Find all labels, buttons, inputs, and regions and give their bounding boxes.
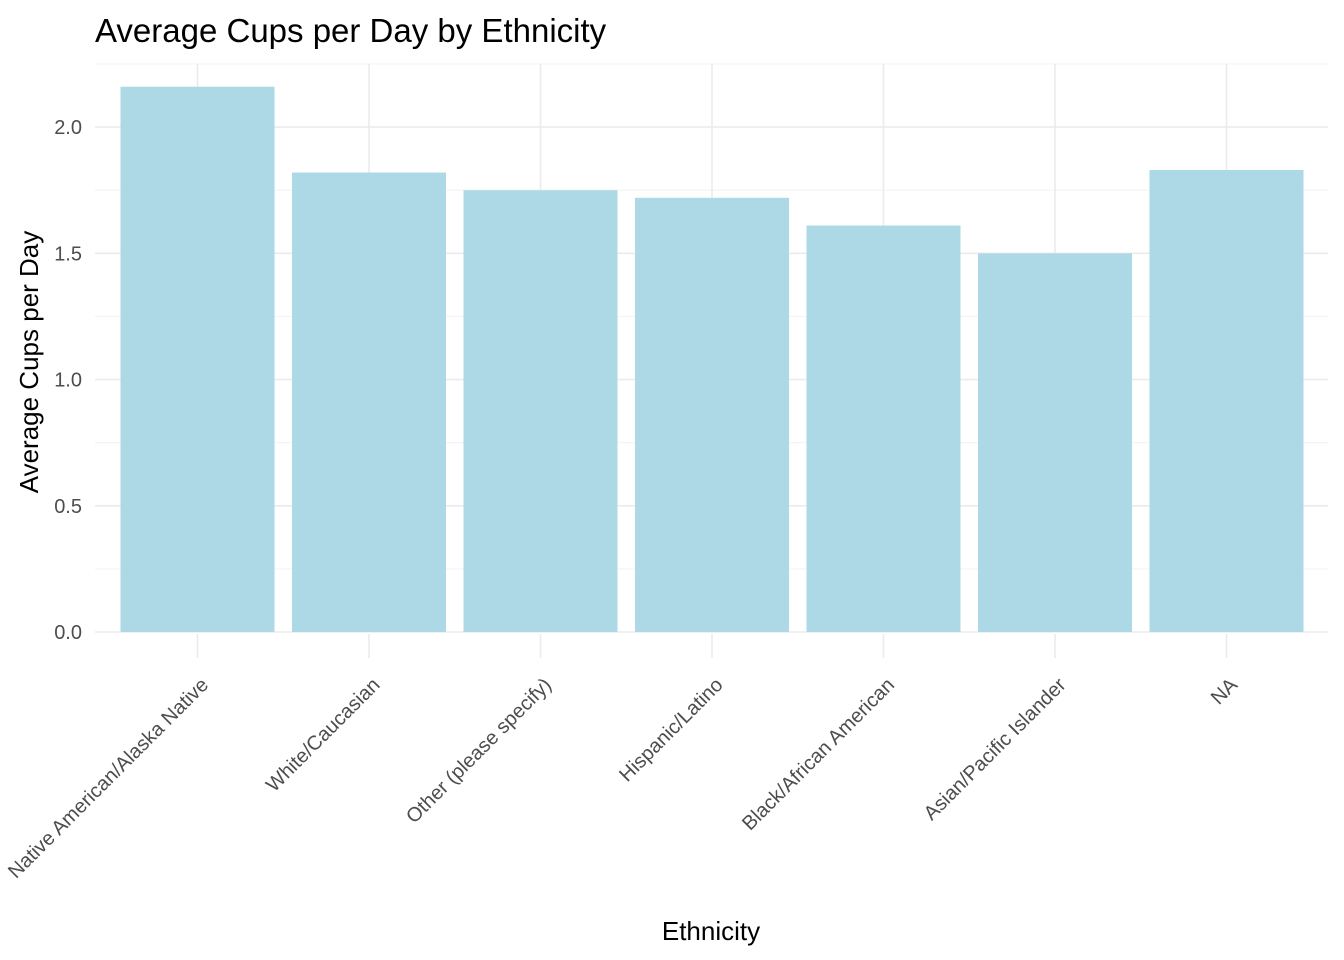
y-tick-label: 1.0 <box>54 370 82 392</box>
x-tick-label: White/Caucasian <box>262 674 384 796</box>
y-axis-ticks: 0.0 0.5 1.0 1.5 2.0 <box>54 117 82 644</box>
y-tick-label: 1.5 <box>54 243 82 265</box>
x-tick-label: NA <box>1207 674 1243 710</box>
x-tick-label: Black/African American <box>738 674 899 835</box>
bar <box>120 86 275 633</box>
bar <box>292 172 446 632</box>
bar <box>806 225 961 632</box>
bars <box>120 86 1304 633</box>
y-axis-title: Average Cups per Day <box>14 231 44 494</box>
x-tick-label: Hispanic/Latino <box>615 674 727 786</box>
bar <box>978 253 1132 633</box>
bar <box>635 197 789 632</box>
chart-title: Average Cups per Day by Ethnicity <box>95 12 607 49</box>
x-axis-ticks: Native American/Alaska Native White/Cauca… <box>4 634 1242 883</box>
x-tick-label: Other (please specify) <box>402 674 556 828</box>
x-tick-label: Asian/Pacific Islander <box>920 674 1071 825</box>
y-tick-label: 0.5 <box>54 496 82 518</box>
x-axis-title: Ethnicity <box>662 916 760 946</box>
bar <box>1149 170 1304 632</box>
y-tick-label: 2.0 <box>54 117 82 139</box>
y-tick-label: 0.0 <box>54 622 82 644</box>
x-tick-label: Native American/Alaska Native <box>4 674 213 883</box>
bar <box>463 190 618 632</box>
